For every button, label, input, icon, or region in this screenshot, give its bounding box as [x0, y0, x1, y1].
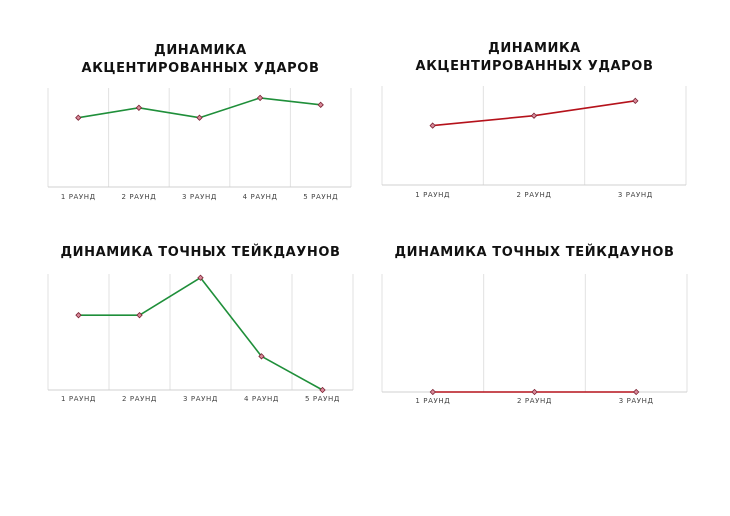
x-tick-label: 1 РАУНД [415, 397, 450, 405]
chart-plot: 1 РАУНД 2 РАУНД 3 РАУНД [381, 274, 688, 405]
x-tick-label: 5 РАУНД [305, 395, 340, 403]
data-point-marker [136, 311, 143, 319]
data-point-marker [258, 353, 265, 360]
x-tick-label: 2 РАУНД [122, 395, 157, 403]
data-point-marker [531, 388, 538, 396]
chart-title: ДИНАМИКА АКЦЕНТИРОВАННЫХ УДАРОВ [415, 41, 654, 74]
data-point-marker [319, 386, 326, 394]
data-point-marker [75, 311, 82, 319]
data-point-marker [530, 112, 538, 119]
data-point-marker [75, 114, 82, 121]
data-point-marker [197, 274, 204, 281]
chart-plot: 1 РАУНД 2 РАУНД 3 РАУНД 4 РАУНД 5 РАУНД [47, 274, 354, 403]
data-point-marker [135, 104, 143, 111]
x-tick-label: 4 РАУНД [244, 395, 279, 403]
data-point-marker [633, 388, 640, 396]
data-point-marker [317, 101, 324, 108]
x-tick-label: 4 РАУНД [243, 193, 278, 201]
data-point-marker [429, 388, 436, 396]
x-tick-label: 5 РАУНД [303, 193, 338, 201]
x-tick-label: 1 РАУНД [61, 395, 96, 403]
x-tick-label: 3 РАУНД [183, 395, 218, 403]
chart-plot: 1 РАУНД 2 РАУНД 3 РАУНД [381, 86, 687, 199]
chart-panel-takedowns-3-rounds: ДИНАМИКА ТОЧНЫХ ТЕЙКДАУНОВ 1 РАУНД 2 РАУН… [381, 244, 688, 419]
chart-title: ДИНАМИКА ТОЧНЫХ ТЕЙКДАУНОВ [394, 245, 675, 260]
x-tick-label: 2 РАУНД [517, 397, 552, 405]
chart-panel-accented-strikes-3-rounds: ДИНАМИКА АКЦЕНТИРОВАННЫХ УДАРОВ 1 РАУНД 2… [381, 38, 687, 213]
x-tick-label: 1 РАУНД [61, 193, 96, 201]
x-tick-label: 3 РАУНД [619, 397, 654, 405]
x-tick-label: 2 РАУНД [121, 193, 156, 201]
x-tick-label: 3 РАУНД [618, 191, 653, 199]
data-point-marker [256, 94, 264, 102]
chart-panel-accented-strikes-5-rounds: ДИНАМИКА АКЦЕНТИРОВАННЫХ УДАРОВ 1 РАУНД 2… [47, 40, 353, 215]
chart-title: ДИНАМИКА ТОЧНЫХ ТЕЙКДАУНОВ [60, 245, 341, 260]
chart-panel-takedowns-5-rounds: ДИНАМИКА ТОЧНЫХ ТЕЙКДАУНОВ 1 РАУНД 2 РАУН… [47, 244, 354, 419]
data-point-marker [429, 122, 436, 129]
series-line [78, 276, 323, 391]
x-tick-label: 3 РАУНД [182, 193, 217, 201]
data-point-marker [196, 114, 203, 121]
chart-title: ДИНАМИКА АКЦЕНТИРОВАННЫХ УДАРОВ [81, 43, 320, 76]
data-point-marker [632, 97, 639, 105]
chart-plot: 1 РАУНД 2 РАУНД 3 РАУНД 4 РАУНД 5 РАУНД [47, 88, 352, 201]
x-tick-label: 1 РАУНД [415, 191, 450, 199]
x-tick-label: 2 РАУНД [517, 191, 552, 199]
